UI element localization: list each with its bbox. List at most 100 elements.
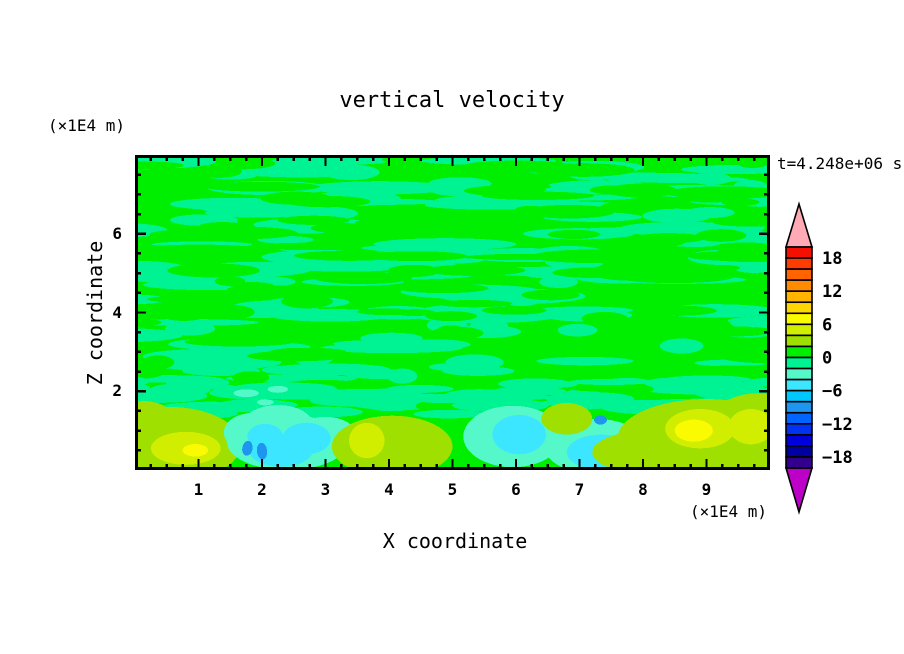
field-streak [212, 161, 259, 170]
field-streak [514, 380, 578, 389]
x-axis-title: X coordinate [382, 529, 528, 553]
feature-downdraft-spot [594, 415, 607, 425]
field-streak [695, 229, 747, 242]
field-streak [413, 409, 485, 419]
time-label: t=4.248e+06 s [777, 154, 903, 173]
field-streak [365, 292, 396, 305]
field-streak [682, 365, 770, 376]
field-streak [149, 229, 238, 240]
field-streak [277, 215, 350, 225]
field-streak [713, 218, 770, 227]
field-streak [253, 242, 362, 251]
field-streak [135, 368, 163, 380]
x-tick-label: 5 [447, 480, 458, 499]
colorbar-band [785, 268, 813, 281]
field-streak [509, 164, 571, 173]
field-streak [659, 338, 704, 354]
field-streak [247, 350, 345, 362]
colorbar-band [785, 367, 813, 381]
feature-downdraft-1-spots [242, 440, 268, 460]
field-streak [354, 219, 385, 227]
field-streak [705, 382, 766, 396]
field-streak [436, 299, 513, 308]
colorbar-band [785, 279, 813, 293]
colorbar-band [785, 301, 813, 315]
field-streak [135, 317, 162, 328]
colorbar-tick-label: 6 [822, 315, 832, 335]
plot-title: vertical velocity [339, 88, 565, 113]
feature-mint-specks [233, 385, 289, 406]
field-streak [614, 270, 734, 284]
field-streak [165, 376, 230, 389]
x-tick-label: 8 [638, 480, 648, 499]
colorbar-band [785, 246, 813, 259]
colorbar-band [785, 400, 813, 414]
x-tick-label: 9 [701, 480, 712, 499]
colorbar-bands [785, 246, 813, 469]
x-tick-label: 6 [511, 480, 521, 499]
feature-updraft-left-core [182, 444, 208, 457]
field-streak [135, 389, 208, 403]
field-streak [744, 272, 770, 282]
colorbar-band [785, 290, 813, 304]
x-tick-label: 2 [257, 480, 267, 499]
colorbar-tick-label: −18 [822, 448, 853, 468]
colorbar-band [785, 312, 813, 326]
field-streak [515, 205, 547, 212]
colorbar-band [785, 411, 813, 425]
field-streak [360, 332, 423, 344]
field-streak [737, 157, 768, 169]
colorbar-band [785, 345, 813, 359]
x-tick-label: 7 [574, 480, 585, 499]
field-streak [370, 221, 481, 231]
field-streak [135, 319, 259, 326]
field-streak [313, 271, 413, 284]
field-streak [595, 382, 654, 396]
field-streak [599, 201, 645, 213]
colorbar-tick-label: 18 [822, 249, 842, 269]
field-streak [606, 183, 678, 198]
x-tick-label: 3 [320, 480, 331, 499]
colorbar-over-arrow [784, 201, 814, 248]
field-streak [605, 378, 649, 385]
field-streak [444, 389, 515, 402]
field-streak [531, 249, 650, 263]
feature-updraft-2-mid [349, 422, 385, 459]
field-streak [135, 171, 166, 183]
field-streak [281, 294, 333, 309]
colorbar-tick-label: −12 [822, 415, 853, 435]
field-streak [366, 353, 438, 363]
field-streak [135, 328, 183, 343]
field-streak [320, 343, 463, 354]
field-streak [536, 356, 634, 366]
colorbar-band [785, 445, 813, 458]
field-streak [269, 363, 391, 376]
colorbar-band [785, 334, 813, 348]
contour-plot [135, 155, 770, 470]
field-streak [423, 264, 526, 276]
colorbar-band [785, 423, 813, 436]
field-streak [557, 323, 598, 337]
field-streak [684, 207, 735, 219]
colorbar-band [785, 378, 813, 392]
field-streak [686, 252, 770, 260]
field-streak [167, 263, 260, 278]
field-streak [521, 289, 580, 301]
field-streak [718, 349, 770, 364]
field-streak [547, 229, 601, 239]
field-streak [736, 266, 770, 274]
field-streak [215, 325, 328, 338]
field-streak [709, 322, 735, 333]
field-streak [159, 307, 208, 321]
field-streak [640, 305, 717, 316]
feature-updraft-spot [541, 403, 593, 435]
field-streak [335, 227, 368, 236]
field-streak [229, 282, 275, 289]
field-streak [443, 326, 472, 337]
field-streak [135, 190, 184, 203]
field-streak [147, 295, 252, 304]
field-streak [633, 233, 705, 244]
colorbar-under-arrow [784, 467, 814, 515]
field-streak [397, 283, 489, 294]
